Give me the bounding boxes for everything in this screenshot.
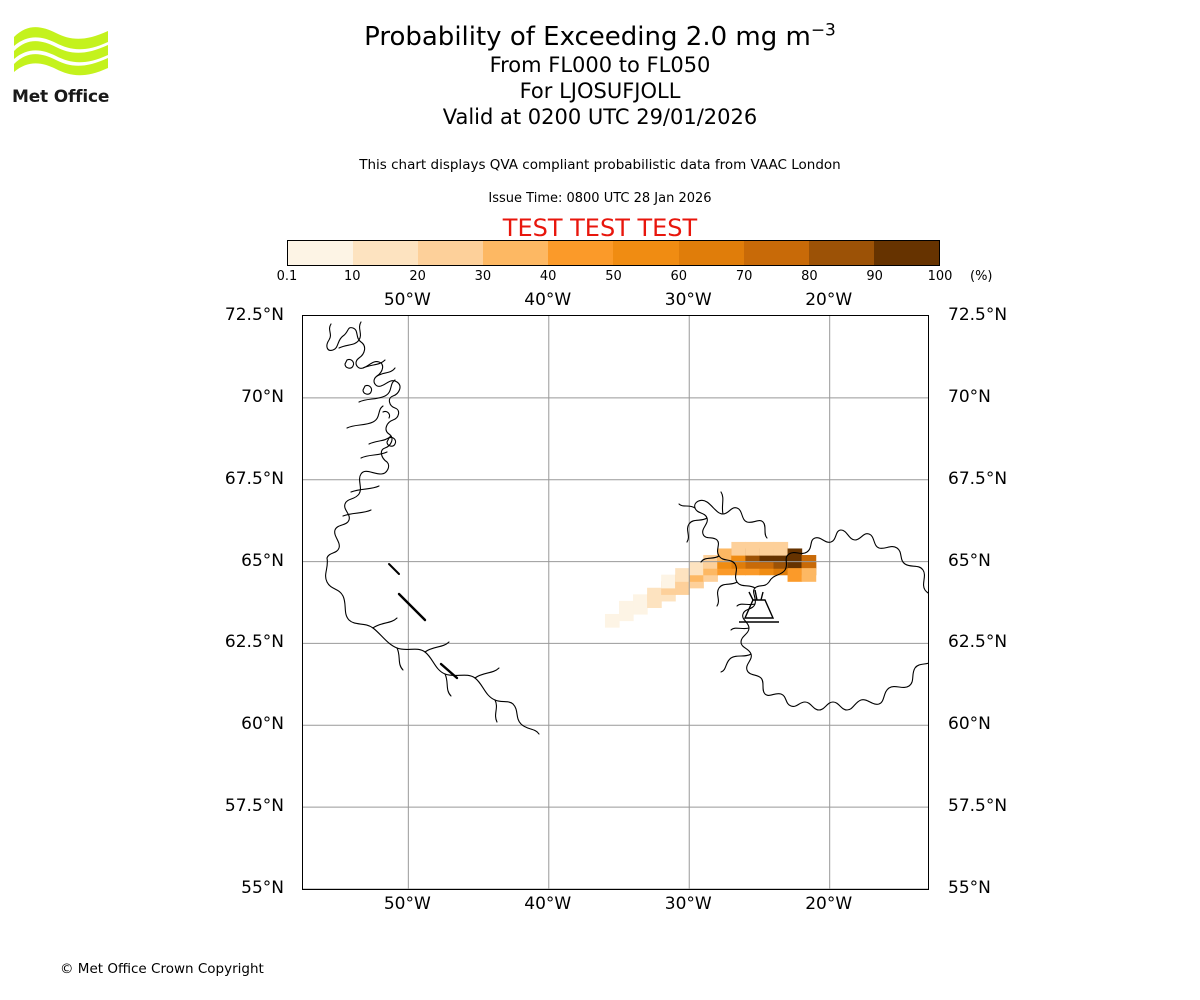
longitude-axis-bottom: 50°W 40°W 30°W 20°W	[302, 894, 929, 918]
probability-cell	[787, 548, 803, 563]
map-canvas	[303, 316, 928, 889]
probability-cell	[604, 613, 620, 628]
valid-time-line: Valid at 0200 UTC 29/01/2026	[442, 105, 758, 129]
colorbar-segment-6	[678, 241, 744, 265]
colorbar-tick-50: 50	[605, 269, 622, 284]
lat-tick-lat-right-70°N: 70°N	[948, 386, 991, 407]
colorbar-units-label: (%)	[970, 269, 993, 284]
lon-tick-bottom-20°W: 20°W	[805, 894, 853, 914]
volcano-name-line: For LJOSUFJOLL	[519, 79, 681, 103]
colorbar-tick-100: 100	[927, 269, 953, 284]
lat-tick-lat-left-60°N: 60°N	[241, 714, 284, 735]
lat-tick-lat-left-55°N: 55°N	[241, 878, 284, 898]
lat-tick-lat-left-72.5°N: 72.5°N	[224, 305, 284, 325]
met-office-wave-mark	[14, 27, 108, 76]
chart-description: This chart displays QVA compliant probab…	[359, 157, 841, 173]
probability-cell	[731, 541, 747, 556]
lat-tick-lat-right-62.5°N: 62.5°N	[948, 632, 1008, 653]
probability-cell	[633, 594, 648, 609]
probability-cell	[717, 548, 732, 563]
colorbar-tick-20: 20	[409, 269, 426, 284]
test-banner: TEST TEST TEST	[502, 214, 698, 242]
colorbar-segment-7	[743, 241, 809, 265]
lon-tick-bottom-30°W: 30°W	[664, 894, 712, 914]
probability-cell	[801, 568, 817, 582]
latitude-axis-left: 72.5°N 70°N 67.5°N 65°N 62.5°N 60°N 57.5°N 55°N	[150, 305, 292, 898]
probability-colorbar	[287, 240, 940, 266]
colorbar-tick-60: 60	[670, 269, 688, 284]
flight-level-line: From FL000 to FL050	[489, 53, 711, 77]
probability-cell	[759, 541, 775, 556]
volcano-source-marker	[739, 589, 779, 623]
colorbar-tick-90: 90	[866, 269, 883, 284]
colorbar-tick-labels: 0.1 10 20 30 40 50 60 70 80 90 100	[277, 269, 953, 287]
issue-time: Issue Time: 0800 UTC 28 Jan 2026	[488, 191, 712, 206]
latitude-axis-right: 72.5°N 70°N 67.5°N 65°N 62.5°N 60°N 57.5°N 55°N	[938, 305, 1088, 898]
lat-tick-lat-right-72.5°N: 72.5°N	[948, 305, 1008, 325]
colorbar-tick-80: 80	[801, 269, 818, 284]
lat-tick-lat-right-67.5°N: 67.5°N	[948, 468, 1008, 489]
lat-tick-lat-right-55°N: 55°N	[948, 878, 991, 898]
colorbar-tick-70: 70	[735, 269, 753, 284]
lat-tick-lat-left-57.5°N: 57.5°N	[224, 796, 284, 817]
colorbar-segment-9	[873, 241, 939, 265]
ash-probability-raster	[604, 541, 817, 628]
probability-cell	[787, 568, 803, 582]
probability-cell	[675, 568, 690, 582]
greenland-coastline	[325, 321, 540, 735]
colorbar-segment-3	[483, 241, 549, 265]
lat-tick-lat-right-57.5°N: 57.5°N	[948, 796, 1008, 817]
map-plot-area	[302, 315, 929, 890]
lat-tick-lat-right-65°N: 65°N	[948, 550, 991, 571]
lat-tick-lat-left-65°N: 65°N	[241, 550, 284, 571]
colorbar-tick-10: 10	[344, 269, 361, 284]
probability-cell	[661, 574, 676, 589]
colorbar-segment-2	[418, 241, 484, 265]
title-text: Probability of Exceeding 2.0 mg m	[364, 22, 811, 52]
colorbar-segment-8	[808, 241, 874, 265]
colorbar-segment-1	[353, 241, 419, 265]
title-exponent: −3	[810, 20, 836, 41]
lon-tick-bottom-50°W: 50°W	[383, 894, 431, 914]
colorbar-tick-0.1: 0.1	[276, 269, 298, 284]
probability-cell	[689, 561, 704, 576]
met-office-wordmark: Met Office	[12, 87, 110, 107]
probability-cell	[745, 541, 761, 556]
lon-tick-top-50°W: 50°W	[383, 290, 431, 310]
page-title: Probability of Exceeding 2.0 mg m−3	[0, 22, 1200, 52]
lon-tick-top-40°W: 40°W	[524, 290, 572, 310]
lon-tick-top-20°W: 20°W	[805, 290, 853, 310]
lon-tick-top-30°W: 30°W	[664, 290, 712, 310]
chart-title-block: Probability of Exceeding 2.0 mg m−3 From…	[0, 22, 1200, 130]
colorbar-segment-0	[288, 241, 354, 265]
copyright-notice: © Met Office Crown Copyright	[60, 961, 264, 977]
lat-tick-lat-left-62.5°N: 62.5°N	[224, 632, 284, 653]
lat-tick-lat-left-70°N: 70°N	[241, 386, 284, 407]
lat-tick-lat-left-67.5°N: 67.5°N	[224, 468, 284, 489]
probability-cell	[647, 587, 662, 602]
lon-tick-bottom-40°W: 40°W	[524, 894, 572, 914]
graticule-gridlines	[303, 316, 928, 889]
met-office-logo: Met Office	[12, 24, 122, 114]
lat-tick-lat-right-60°N: 60°N	[948, 714, 991, 735]
colorbar-segment-4	[548, 241, 614, 265]
colorbar-tick-40: 40	[539, 269, 557, 284]
iceland-coastline	[678, 491, 928, 711]
probability-cell	[619, 600, 634, 615]
longitude-axis-top: 50°W 40°W 30°W 20°W	[302, 290, 929, 312]
colorbar-segment-5	[613, 241, 679, 265]
colorbar-tick-30: 30	[474, 269, 492, 284]
probability-cell	[773, 541, 789, 556]
colorbar-gradient	[287, 240, 940, 266]
